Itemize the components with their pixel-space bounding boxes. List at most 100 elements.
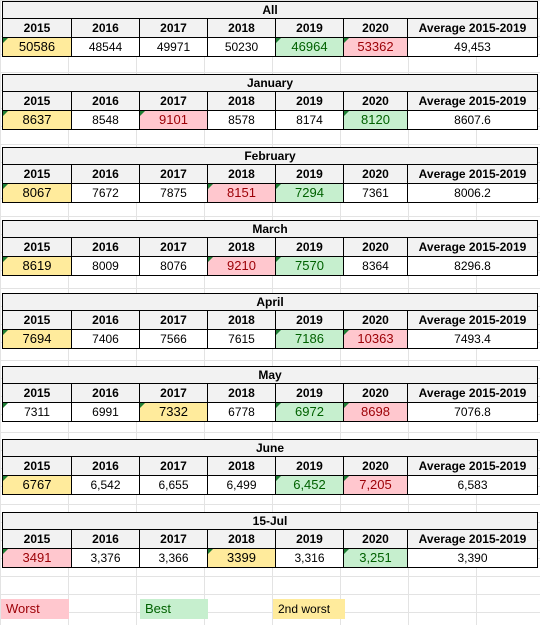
value-cell[interactable]: 10363 [344,330,408,348]
value-cell[interactable]: 8067 [3,184,72,202]
header-cell[interactable]: 2016 [72,457,140,475]
header-cell[interactable]: 2018 [208,384,276,402]
header-cell[interactable]: 2019 [276,384,344,402]
value-cell[interactable]: 8174 [276,111,344,129]
value-cell[interactable]: 8578 [208,111,276,129]
header-cell[interactable]: 2020 [344,238,408,256]
header-cell[interactable]: 2019 [276,311,344,329]
value-cell[interactable]: 6,583 [408,476,537,494]
value-cell[interactable]: 8120 [344,111,408,129]
header-cell[interactable]: 2018 [208,457,276,475]
value-cell[interactable]: 6,542 [72,476,140,494]
header-cell[interactable]: 2016 [72,19,140,37]
value-cell[interactable]: 6991 [72,403,140,421]
header-cell[interactable]: 2016 [72,92,140,110]
header-cell[interactable]: Average 2015-2019 [418,459,527,473]
header-cell[interactable]: Average 2015-2019 [418,21,527,35]
header-cell[interactable]: 2019 [276,92,344,110]
value-cell[interactable]: 9101 [140,111,208,129]
header-cell[interactable]: 2015 [3,19,72,37]
value-cell[interactable]: 48544 [72,38,140,56]
value-cell[interactable]: 7493.4 [408,330,537,348]
value-cell[interactable]: 7,205 [344,476,408,494]
value-cell[interactable]: 49,453 [408,38,537,56]
legend-worst[interactable]: Worst [1,599,69,619]
value-cell[interactable]: 7186 [276,330,344,348]
value-cell[interactable]: 3399 [208,549,276,567]
header-cell[interactable]: 2016 [72,238,140,256]
value-cell[interactable]: 3,390 [408,549,537,567]
header-cell[interactable]: 2019 [276,530,344,548]
value-cell[interactable]: 3,366 [140,549,208,567]
value-cell[interactable]: 7570 [276,257,344,275]
header-cell[interactable]: 2016 [72,384,140,402]
header-cell[interactable]: Average 2015-2019 [418,167,527,181]
block-title[interactable]: June [3,440,537,457]
header-cell[interactable]: 2020 [344,165,408,183]
value-cell[interactable]: 6,499 [208,476,276,494]
header-cell[interactable]: 2015 [3,311,72,329]
header-cell[interactable]: 2017 [140,92,208,110]
header-cell[interactable]: 2015 [3,92,72,110]
header-cell[interactable]: 2015 [3,457,72,475]
header-cell[interactable]: 2017 [140,311,208,329]
value-cell[interactable]: 8006.2 [408,184,537,202]
value-cell[interactable]: 7332 [140,403,208,421]
value-cell[interactable]: 7875 [140,184,208,202]
block-title[interactable]: April [3,294,537,311]
block-title[interactable]: January [3,75,537,92]
header-cell[interactable]: 2015 [3,165,72,183]
header-cell[interactable]: 2016 [72,311,140,329]
block-title[interactable]: March [3,221,537,238]
value-cell[interactable]: 49971 [140,38,208,56]
header-cell[interactable]: 2020 [344,457,408,475]
header-cell[interactable]: 2015 [3,238,72,256]
value-cell[interactable]: 8009 [72,257,140,275]
header-cell[interactable]: 2017 [140,530,208,548]
value-cell[interactable]: 3,376 [72,549,140,567]
header-cell[interactable]: Average 2015-2019 [418,386,527,400]
value-cell[interactable]: 7076.8 [408,403,537,421]
value-cell[interactable]: 8151 [208,184,276,202]
value-cell[interactable]: 9210 [208,257,276,275]
value-cell[interactable]: 8637 [3,111,72,129]
value-cell[interactable]: 53362 [344,38,408,56]
header-cell[interactable]: 2020 [344,384,408,402]
value-cell[interactable]: 8076 [140,257,208,275]
value-cell[interactable]: 6778 [208,403,276,421]
value-cell[interactable]: 7361 [344,184,408,202]
header-cell[interactable]: 2015 [3,530,72,548]
value-cell[interactable]: 7406 [72,330,140,348]
header-cell[interactable]: 2019 [276,457,344,475]
header-cell[interactable]: 2016 [72,530,140,548]
header-cell[interactable]: 2019 [276,238,344,256]
header-cell[interactable]: 2017 [140,384,208,402]
legend-best[interactable]: Best [140,599,208,619]
value-cell[interactable]: 7566 [140,330,208,348]
header-cell[interactable]: 2018 [208,530,276,548]
header-cell[interactable]: 2017 [140,165,208,183]
value-cell[interactable]: 8698 [344,403,408,421]
header-cell[interactable]: Average 2015-2019 [418,240,527,254]
value-cell[interactable]: 6,655 [140,476,208,494]
header-cell[interactable]: 2020 [344,311,408,329]
header-cell[interactable]: 2020 [344,19,408,37]
header-cell[interactable]: 2018 [208,165,276,183]
value-cell[interactable]: 6,452 [276,476,344,494]
value-cell[interactable]: 3,316 [276,549,344,567]
legend-second-worst[interactable]: 2nd worst [273,599,345,619]
value-cell[interactable]: 46964 [276,38,344,56]
block-title[interactable]: May [3,367,537,384]
value-cell[interactable]: 7311 [3,403,72,421]
block-title[interactable]: February [3,148,537,165]
header-cell[interactable]: 2017 [140,238,208,256]
value-cell[interactable]: 8548 [72,111,140,129]
value-cell[interactable]: 50230 [208,38,276,56]
value-cell[interactable]: 8364 [344,257,408,275]
value-cell[interactable]: 7694 [3,330,72,348]
header-cell[interactable]: 2017 [140,19,208,37]
block-title[interactable]: 15-Jul [3,513,537,530]
value-cell[interactable]: 6767 [3,476,72,494]
value-cell[interactable]: 3,251 [344,549,408,567]
header-cell[interactable]: 2018 [208,92,276,110]
